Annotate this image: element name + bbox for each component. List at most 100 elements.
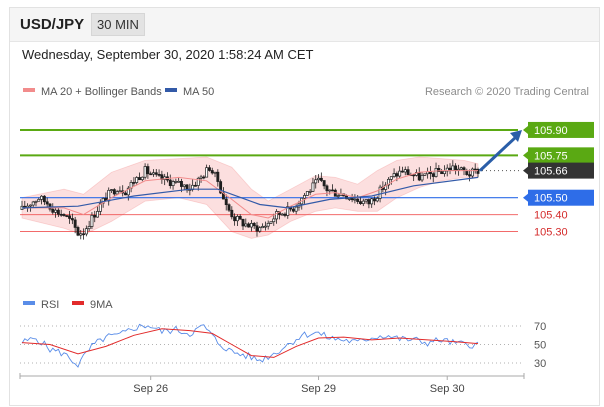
candle-body bbox=[124, 192, 127, 196]
rsi-legend-label: RSI bbox=[41, 299, 59, 311]
candle-body bbox=[468, 174, 472, 177]
chart-header: USD/JPY 30 MIN bbox=[10, 8, 599, 42]
candle-body bbox=[440, 171, 444, 175]
level-label-105-50: 105.50 bbox=[534, 193, 568, 205]
candle-body bbox=[283, 213, 287, 216]
candle-body bbox=[87, 226, 91, 230]
candle-body bbox=[224, 198, 228, 206]
rsi-level-label-70: 70 bbox=[534, 321, 546, 333]
level-label-105-30: 105.30 bbox=[534, 227, 568, 239]
candle-body bbox=[40, 195, 44, 200]
candle-body bbox=[303, 195, 307, 199]
candle-body bbox=[45, 201, 49, 205]
candle-body bbox=[294, 206, 298, 212]
level-tag-105-75 bbox=[528, 147, 594, 164]
rsi-ma-legend-label: 9MA bbox=[90, 299, 113, 311]
candle-body bbox=[249, 223, 253, 228]
candle-body bbox=[454, 165, 458, 171]
candle-body bbox=[364, 199, 368, 202]
candle-body bbox=[417, 172, 421, 181]
candle-body bbox=[328, 189, 332, 192]
candle-body bbox=[93, 214, 97, 218]
candle-body bbox=[213, 171, 217, 174]
candle-body bbox=[171, 181, 175, 186]
candle-body bbox=[476, 169, 480, 174]
candle-body bbox=[227, 204, 231, 211]
instrument-title: USD/JPY bbox=[20, 16, 85, 33]
candle-body bbox=[182, 184, 186, 187]
candle-body bbox=[180, 180, 183, 187]
candle-body bbox=[470, 168, 474, 177]
timeframe-badge[interactable]: 30 MIN bbox=[91, 13, 145, 36]
candle-body bbox=[423, 173, 427, 176]
candle-body bbox=[70, 218, 74, 221]
level-tag-pointer bbox=[523, 125, 528, 134]
candle-body bbox=[387, 178, 390, 186]
candle-body bbox=[193, 184, 197, 187]
candle-body bbox=[138, 177, 141, 181]
level-tag-pointer bbox=[523, 166, 528, 175]
candle-body bbox=[308, 190, 312, 193]
candle-body bbox=[157, 174, 161, 176]
candle-body bbox=[392, 173, 396, 178]
level-tag-pointer bbox=[523, 151, 528, 160]
candle-body bbox=[174, 180, 178, 183]
rsi-ma-legend-swatch bbox=[72, 301, 84, 305]
rsi-level-label-30: 30 bbox=[534, 358, 546, 370]
candle-body bbox=[384, 184, 388, 190]
candle-body bbox=[199, 176, 203, 179]
candle-body bbox=[140, 176, 144, 181]
candle-body bbox=[434, 168, 438, 177]
candle-body bbox=[322, 180, 326, 187]
rsi-level-label-50: 50 bbox=[534, 340, 546, 352]
candle-body bbox=[252, 223, 256, 227]
level-label-105-40: 105.40 bbox=[534, 210, 568, 222]
level-tag-pointer bbox=[523, 193, 528, 202]
candle-body bbox=[280, 213, 284, 216]
candle-body bbox=[305, 191, 309, 196]
ma20-legend-swatch bbox=[23, 88, 35, 92]
candle-body bbox=[272, 218, 276, 223]
level-tag-105-90 bbox=[528, 121, 594, 138]
candle-body bbox=[196, 177, 200, 186]
candle-body bbox=[68, 215, 72, 219]
x-tick-label-1: Sep 29 bbox=[301, 383, 336, 395]
candle-body bbox=[241, 218, 245, 227]
candle-body bbox=[428, 171, 432, 175]
candle-body bbox=[353, 198, 357, 201]
candle-body bbox=[132, 182, 136, 184]
rsi-legend-swatch bbox=[23, 301, 35, 305]
level-label-105-90: 105.90 bbox=[534, 125, 568, 137]
candle-body bbox=[420, 175, 424, 181]
candle-body bbox=[286, 206, 290, 216]
candle-body bbox=[210, 170, 214, 174]
candle-body bbox=[255, 225, 259, 232]
candle-body bbox=[168, 179, 172, 186]
projection-arrow-head bbox=[510, 129, 522, 142]
candle-body bbox=[79, 233, 83, 236]
x-tick-label-0: Sep 26 bbox=[133, 383, 168, 395]
candle-body bbox=[437, 168, 441, 172]
level-tag-105-50 bbox=[528, 189, 594, 206]
candle-body bbox=[149, 173, 153, 176]
candle-body bbox=[96, 211, 99, 218]
rsi-line bbox=[21, 323, 479, 368]
candle-body bbox=[82, 233, 85, 236]
candle-body bbox=[154, 172, 158, 175]
candle-body bbox=[375, 198, 379, 202]
candle-body bbox=[319, 177, 323, 181]
ma50-legend-label: MA 50 bbox=[183, 86, 214, 98]
candle-body bbox=[370, 198, 374, 205]
candle-body bbox=[90, 214, 94, 227]
candle-body bbox=[412, 174, 416, 177]
level-tag-105-66 bbox=[528, 162, 594, 179]
candle-body bbox=[230, 209, 234, 218]
candle-body bbox=[347, 198, 351, 200]
candle-body bbox=[269, 221, 273, 224]
candle-body bbox=[28, 204, 32, 207]
projection-arrow-line bbox=[478, 135, 518, 172]
candle-body bbox=[115, 191, 119, 195]
level-label-105-66: 105.66 bbox=[534, 166, 568, 178]
candle-body bbox=[459, 167, 463, 170]
